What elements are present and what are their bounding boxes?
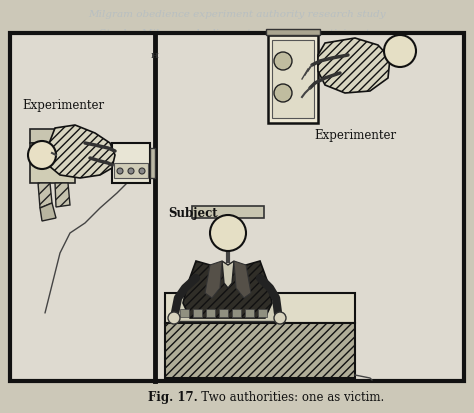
Circle shape: [274, 312, 286, 324]
Bar: [180, 309, 189, 317]
Polygon shape: [222, 261, 234, 288]
Polygon shape: [234, 261, 251, 298]
Bar: [10, 34, 464, 381]
Circle shape: [274, 85, 292, 103]
Bar: [165, 323, 355, 378]
Polygon shape: [46, 126, 115, 178]
Text: Milgram 1963 obedience authority experiment data: Milgram 1963 obedience authority experim…: [101, 149, 373, 158]
Polygon shape: [205, 261, 222, 298]
Bar: [268, 36, 318, 124]
Text: research Milgram obedience authority experiment: research Milgram obedience authority exp…: [104, 269, 370, 278]
Bar: [112, 144, 150, 183]
Text: maximum voltage obedience psychological research: maximum voltage obedience psychological …: [100, 129, 374, 138]
Bar: [114, 164, 148, 178]
Text: participants obedience study psychological data: participants obedience study psychologic…: [110, 289, 364, 298]
Text: Subject: Subject: [168, 207, 218, 220]
Bar: [150, 149, 155, 178]
Text: authority experimenter subject compliance study data: authority experimenter subject complianc…: [95, 109, 379, 118]
Circle shape: [28, 142, 56, 170]
Text: why did the experimenter subjects obey orders: why did the experimenter subjects obey o…: [113, 169, 361, 178]
Text: Experimenter: Experimenter: [314, 129, 396, 142]
Bar: [245, 309, 254, 317]
Circle shape: [139, 169, 145, 175]
Text: H: H: [151, 52, 159, 60]
Polygon shape: [38, 183, 52, 209]
Text: Milgram obedience compliance research Yale study: Milgram obedience compliance research Ya…: [101, 329, 373, 338]
Bar: [175, 296, 275, 321]
Bar: [206, 309, 215, 317]
Polygon shape: [183, 261, 272, 318]
Circle shape: [210, 216, 246, 252]
Text: one as victim two authorities obedience study: one as victim two authorities obedience …: [117, 229, 357, 238]
Text: obedience research participants authority figure: obedience research participants authorit…: [109, 189, 365, 198]
Text: maximum shock voltage authority experimenter: maximum shock voltage authority experime…: [111, 309, 363, 318]
Bar: [258, 309, 267, 317]
Text: Milgram experiment colleagues shock learner role: Milgram experiment colleagues shock lear…: [104, 209, 370, 218]
Polygon shape: [40, 204, 56, 221]
Text: Milgram obedience experiment authority research study: Milgram obedience experiment authority r…: [88, 9, 386, 19]
Circle shape: [384, 36, 416, 68]
Text: Fig. 17.: Fig. 17.: [148, 391, 198, 404]
Text: experiment colleagues shock generator learner teacher: experiment colleagues shock generator le…: [91, 50, 383, 58]
Circle shape: [128, 169, 134, 175]
Circle shape: [117, 169, 123, 175]
Bar: [232, 309, 241, 317]
Bar: [219, 309, 228, 317]
Bar: [272, 41, 314, 119]
Polygon shape: [318, 39, 390, 94]
Text: obedience research 1963 authority figure study Yale: obedience research 1963 authority figure…: [99, 69, 375, 78]
Text: Experimenter: Experimenter: [22, 99, 104, 112]
Bar: [193, 309, 202, 317]
Polygon shape: [55, 183, 70, 207]
Bar: [165, 293, 355, 323]
Bar: [266, 30, 320, 36]
Text: Two authorities: one as victim.: Two authorities: one as victim.: [190, 391, 384, 404]
Text: Milgram shock generator learner teacher authority role: Milgram shock generator learner teacher …: [90, 89, 384, 98]
Bar: [30, 130, 70, 144]
Bar: [30, 144, 75, 183]
Text: Stanley Milgram obedience to authority participants: Stanley Milgram obedience to authority p…: [99, 29, 375, 38]
Circle shape: [168, 312, 180, 324]
Circle shape: [274, 53, 292, 71]
Text: obedience authority figure experiment participants: obedience authority figure experiment pa…: [102, 349, 372, 358]
Text: authority subject experimenter compliance shock: authority subject experimenter complianc…: [107, 249, 367, 258]
Bar: [192, 206, 264, 218]
